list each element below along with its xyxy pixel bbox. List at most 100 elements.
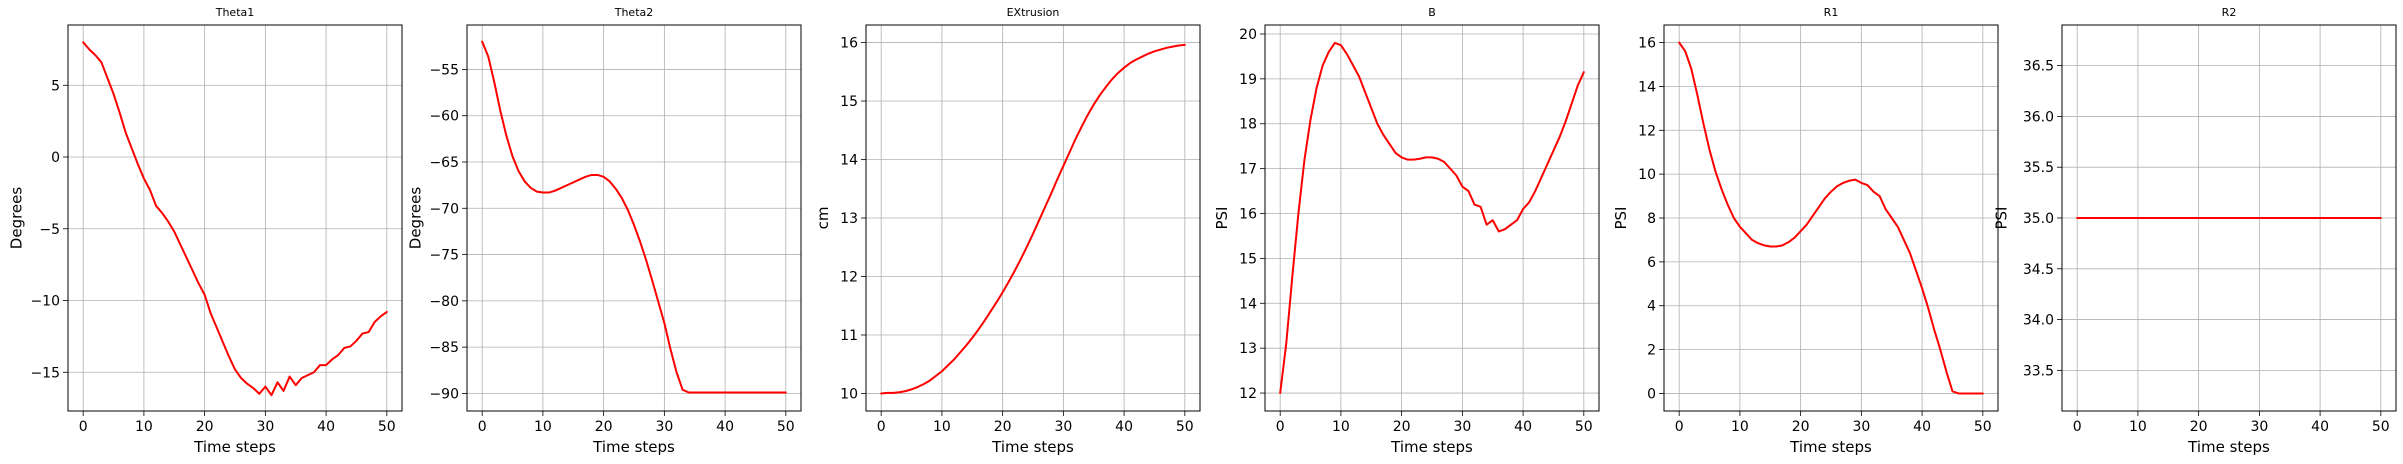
chart-title: Theta1 (215, 6, 255, 19)
y-tick-label: 14 (1239, 296, 1257, 312)
x-tick-label: 30 (256, 419, 274, 435)
y-tick-label: 15 (1239, 251, 1257, 267)
x-tick-label: 40 (1514, 419, 1532, 435)
y-tick-label: 36.5 (2023, 59, 2054, 75)
x-axis-label: Time steps (193, 438, 276, 456)
y-tick-label: 18 (1239, 117, 1257, 133)
x-tick-label: 40 (317, 419, 335, 435)
chart-title: R2 (2222, 6, 2237, 19)
x-tick-label: 50 (1176, 419, 1194, 435)
chart-title: EXtrusion (1007, 6, 1060, 19)
x-tick-label: 0 (877, 419, 886, 435)
x-tick-label: 20 (595, 419, 613, 435)
x-tick-label: 30 (655, 419, 673, 435)
x-tick-label: 30 (1852, 419, 1870, 435)
series-line-1 (1279, 41, 1585, 395)
x-tick-label: 0 (1276, 419, 1285, 435)
x-tick-label: 50 (777, 419, 795, 435)
x-tick-label: 50 (1974, 419, 1992, 435)
y-tick-label: −15 (30, 365, 60, 381)
y-tick-label: 36.0 (2023, 109, 2054, 125)
x-tick-label: 20 (196, 419, 214, 435)
y-tick-label: 10 (840, 386, 858, 402)
y-tick-label: 12 (1239, 386, 1257, 402)
y-tick-label: 15 (840, 94, 858, 110)
x-tick-label: 0 (79, 419, 88, 435)
y-tick-label: −90 (429, 386, 459, 402)
x-tick-label: 10 (1731, 419, 1749, 435)
y-tick-label: −60 (429, 109, 459, 125)
x-tick-label: 30 (1054, 419, 1072, 435)
y-tick-label: 14 (1638, 79, 1656, 95)
y-tick-label: −80 (429, 294, 459, 310)
y-axis-label: PSI (1992, 207, 2010, 230)
series-line-1 (481, 40, 787, 394)
y-tick-label: −70 (429, 201, 459, 217)
x-tick-label: 50 (2372, 419, 2390, 435)
x-tick-label: 10 (933, 419, 951, 435)
x-tick-label: 20 (1393, 419, 1411, 435)
y-tick-label: −5 (39, 222, 60, 238)
series-line-1 (1678, 41, 1984, 395)
x-tick-label: 30 (1453, 419, 1471, 435)
y-tick-label: 8 (1647, 211, 1656, 227)
y-tick-label: 35.0 (2023, 211, 2054, 227)
y-tick-label: 13 (840, 211, 858, 227)
y-axis-label: cm (814, 207, 832, 230)
x-tick-label: 0 (2073, 419, 2082, 435)
y-axis-label: Degrees (406, 187, 424, 250)
y-tick-label: −85 (429, 340, 459, 356)
plot-frame (67, 24, 403, 412)
subplot-2: 0 10 20 30 40 50 −90 −85 −80 −75 −70 −65 −60 −55 Theta… (406, 6, 802, 456)
y-tick-label: 13 (1239, 341, 1257, 357)
y-tick-label: 11 (840, 328, 858, 344)
series-line-1 (880, 43, 1186, 395)
x-tick-label: 40 (2311, 419, 2329, 435)
y-tick-label: 5 (51, 78, 60, 94)
y-tick-label: 2 (1647, 343, 1656, 359)
plot-frame (1264, 24, 1600, 412)
x-tick-label: 10 (534, 419, 552, 435)
x-axis-label: Time steps (1789, 438, 1872, 456)
chart-title: Theta2 (614, 6, 654, 19)
x-axis-label: Time steps (2187, 438, 2270, 456)
y-tick-label: 19 (1239, 72, 1257, 88)
x-tick-label: 50 (378, 419, 396, 435)
y-tick-label: 16 (1638, 36, 1656, 52)
x-tick-label: 40 (1115, 419, 1133, 435)
y-tick-label: 20 (1239, 27, 1257, 43)
x-axis-label: Time steps (592, 438, 675, 456)
y-tick-label: 33.5 (2023, 363, 2054, 379)
x-axis-label: Time steps (1390, 438, 1473, 456)
y-tick-label: 34.5 (2023, 262, 2054, 278)
subplot-6: 0 10 20 30 40 50 33.5 34.0 34.5 35.0 35.5 36.0 36.5 R… (1992, 6, 2397, 456)
x-tick-label: 40 (1913, 419, 1931, 435)
y-tick-label: 16 (840, 36, 858, 52)
plot-frame (466, 24, 802, 412)
x-tick-label: 10 (135, 419, 153, 435)
subplot-5: 0 10 20 30 40 50 0 2 4 6 8 10 12 14 16 R1 Time steps PSI (1612, 6, 1999, 456)
x-tick-label: 20 (994, 419, 1012, 435)
series-line-1 (82, 41, 388, 397)
subplot-4: 0 10 20 30 40 50 12 13 14 15 16 17 18 19 20 B Time steps… (1213, 6, 1600, 456)
x-tick-label: 0 (478, 419, 487, 435)
y-tick-label: −55 (429, 62, 459, 78)
y-tick-label: 35.5 (2023, 160, 2054, 176)
y-tick-label: 6 (1647, 255, 1656, 271)
x-axis-label: Time steps (991, 438, 1074, 456)
y-axis-label: PSI (1213, 207, 1231, 230)
y-tick-label: 0 (1647, 386, 1656, 402)
x-tick-label: 30 (2250, 419, 2268, 435)
y-tick-label: −75 (429, 248, 459, 264)
y-tick-label: 17 (1239, 162, 1257, 178)
y-tick-label: 14 (840, 153, 858, 169)
y-axis-label: Degrees (7, 187, 25, 250)
y-tick-label: 16 (1239, 207, 1257, 223)
y-tick-label: 0 (51, 150, 60, 166)
x-tick-label: 50 (1575, 419, 1593, 435)
y-tick-label: 4 (1647, 299, 1656, 315)
y-tick-label: 34.0 (2023, 313, 2054, 329)
y-tick-label: 12 (1638, 123, 1656, 139)
x-tick-label: 10 (1332, 419, 1350, 435)
